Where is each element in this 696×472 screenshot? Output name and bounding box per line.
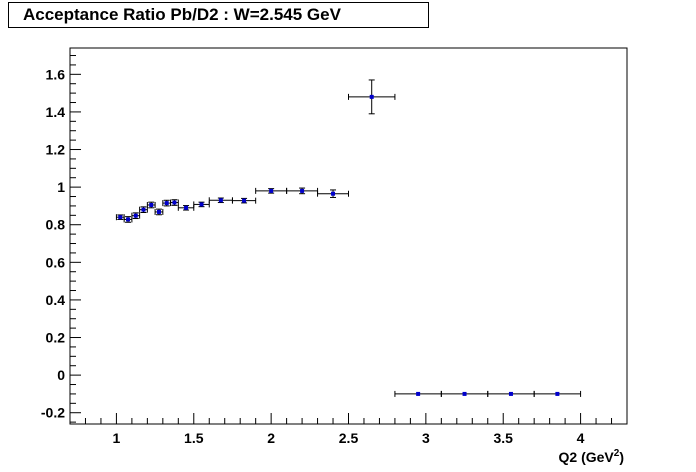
y-tick-label: 0.2 — [46, 330, 66, 346]
point-marker — [331, 191, 336, 196]
data-point — [162, 199, 172, 207]
point-marker — [126, 217, 131, 222]
data-point — [123, 216, 133, 223]
point-marker — [133, 213, 138, 218]
data-points — [115, 79, 582, 397]
y-tick-label: 0 — [57, 367, 65, 383]
data-point — [115, 214, 125, 221]
y-tick-label: 0.8 — [46, 217, 66, 233]
y-tick-label: 1.6 — [46, 66, 66, 82]
data-point — [533, 390, 582, 397]
point-marker — [369, 94, 374, 99]
data-point — [255, 187, 288, 194]
point-marker — [172, 200, 177, 205]
point-marker — [141, 207, 146, 212]
chart-title: Acceptance Ratio Pb/D2 : W=2.545 GeV — [8, 2, 429, 28]
y-tick-label: 0.4 — [46, 292, 66, 308]
y-axis-tick-labels: -0.2 0 0.2 0.4 0.6 0.8 1 1.2 1.4 1.6 — [41, 66, 65, 420]
data-point — [394, 390, 442, 397]
x-axis-tick-labels: 1 1.5 2 2.5 3 3.5 4 — [113, 430, 585, 446]
data-point — [131, 212, 141, 220]
point-marker — [555, 391, 560, 396]
plot-frame — [69, 47, 628, 425]
point-marker — [300, 188, 305, 193]
point-marker — [462, 391, 467, 396]
data-point — [208, 197, 233, 204]
x-tick-label: 3.5 — [493, 430, 513, 446]
data-point — [154, 208, 164, 216]
x-axis-title-suffix: ) — [619, 449, 624, 465]
y-tick-label: 1.4 — [46, 104, 66, 120]
point-marker — [149, 202, 154, 207]
data-point — [177, 204, 195, 211]
data-point — [146, 201, 156, 209]
x-tick-label: 2.5 — [339, 430, 359, 446]
point-marker — [184, 205, 189, 210]
x-tick-label: 4 — [577, 430, 585, 446]
data-point — [487, 390, 535, 397]
x-axis-title-main: Q2 (GeV — [559, 449, 615, 465]
x-axis-title: Q2 (GeV2) — [559, 448, 624, 465]
x-tick-label: 1.5 — [184, 430, 204, 446]
data-point — [286, 187, 319, 195]
x-tick-label: 1 — [113, 430, 121, 446]
point-marker — [269, 188, 274, 193]
data-point — [317, 189, 349, 198]
y-tick-label: 1.2 — [46, 142, 66, 158]
data-point — [348, 79, 396, 115]
y-tick-label: 0.6 — [46, 254, 66, 270]
data-point — [170, 199, 179, 206]
x-tick-label: 3 — [422, 430, 430, 446]
data-point — [440, 390, 489, 397]
point-marker — [242, 198, 247, 203]
y-tick-label: -0.2 — [41, 405, 65, 421]
point-marker — [199, 202, 204, 207]
point-marker — [416, 391, 421, 396]
point-marker — [156, 209, 161, 214]
point-marker — [164, 201, 169, 206]
y-tick-label: 1 — [57, 179, 65, 195]
point-marker — [118, 215, 123, 220]
point-marker — [508, 391, 513, 396]
y-axis-ticks — [70, 55, 81, 423]
data-point — [139, 206, 148, 213]
point-marker — [218, 198, 223, 203]
data-point — [193, 201, 210, 208]
x-axis-title-superscript: 2 — [614, 448, 620, 459]
x-tick-label: 2 — [267, 430, 275, 446]
data-point — [231, 197, 257, 204]
x-axis-ticks — [69, 413, 628, 424]
